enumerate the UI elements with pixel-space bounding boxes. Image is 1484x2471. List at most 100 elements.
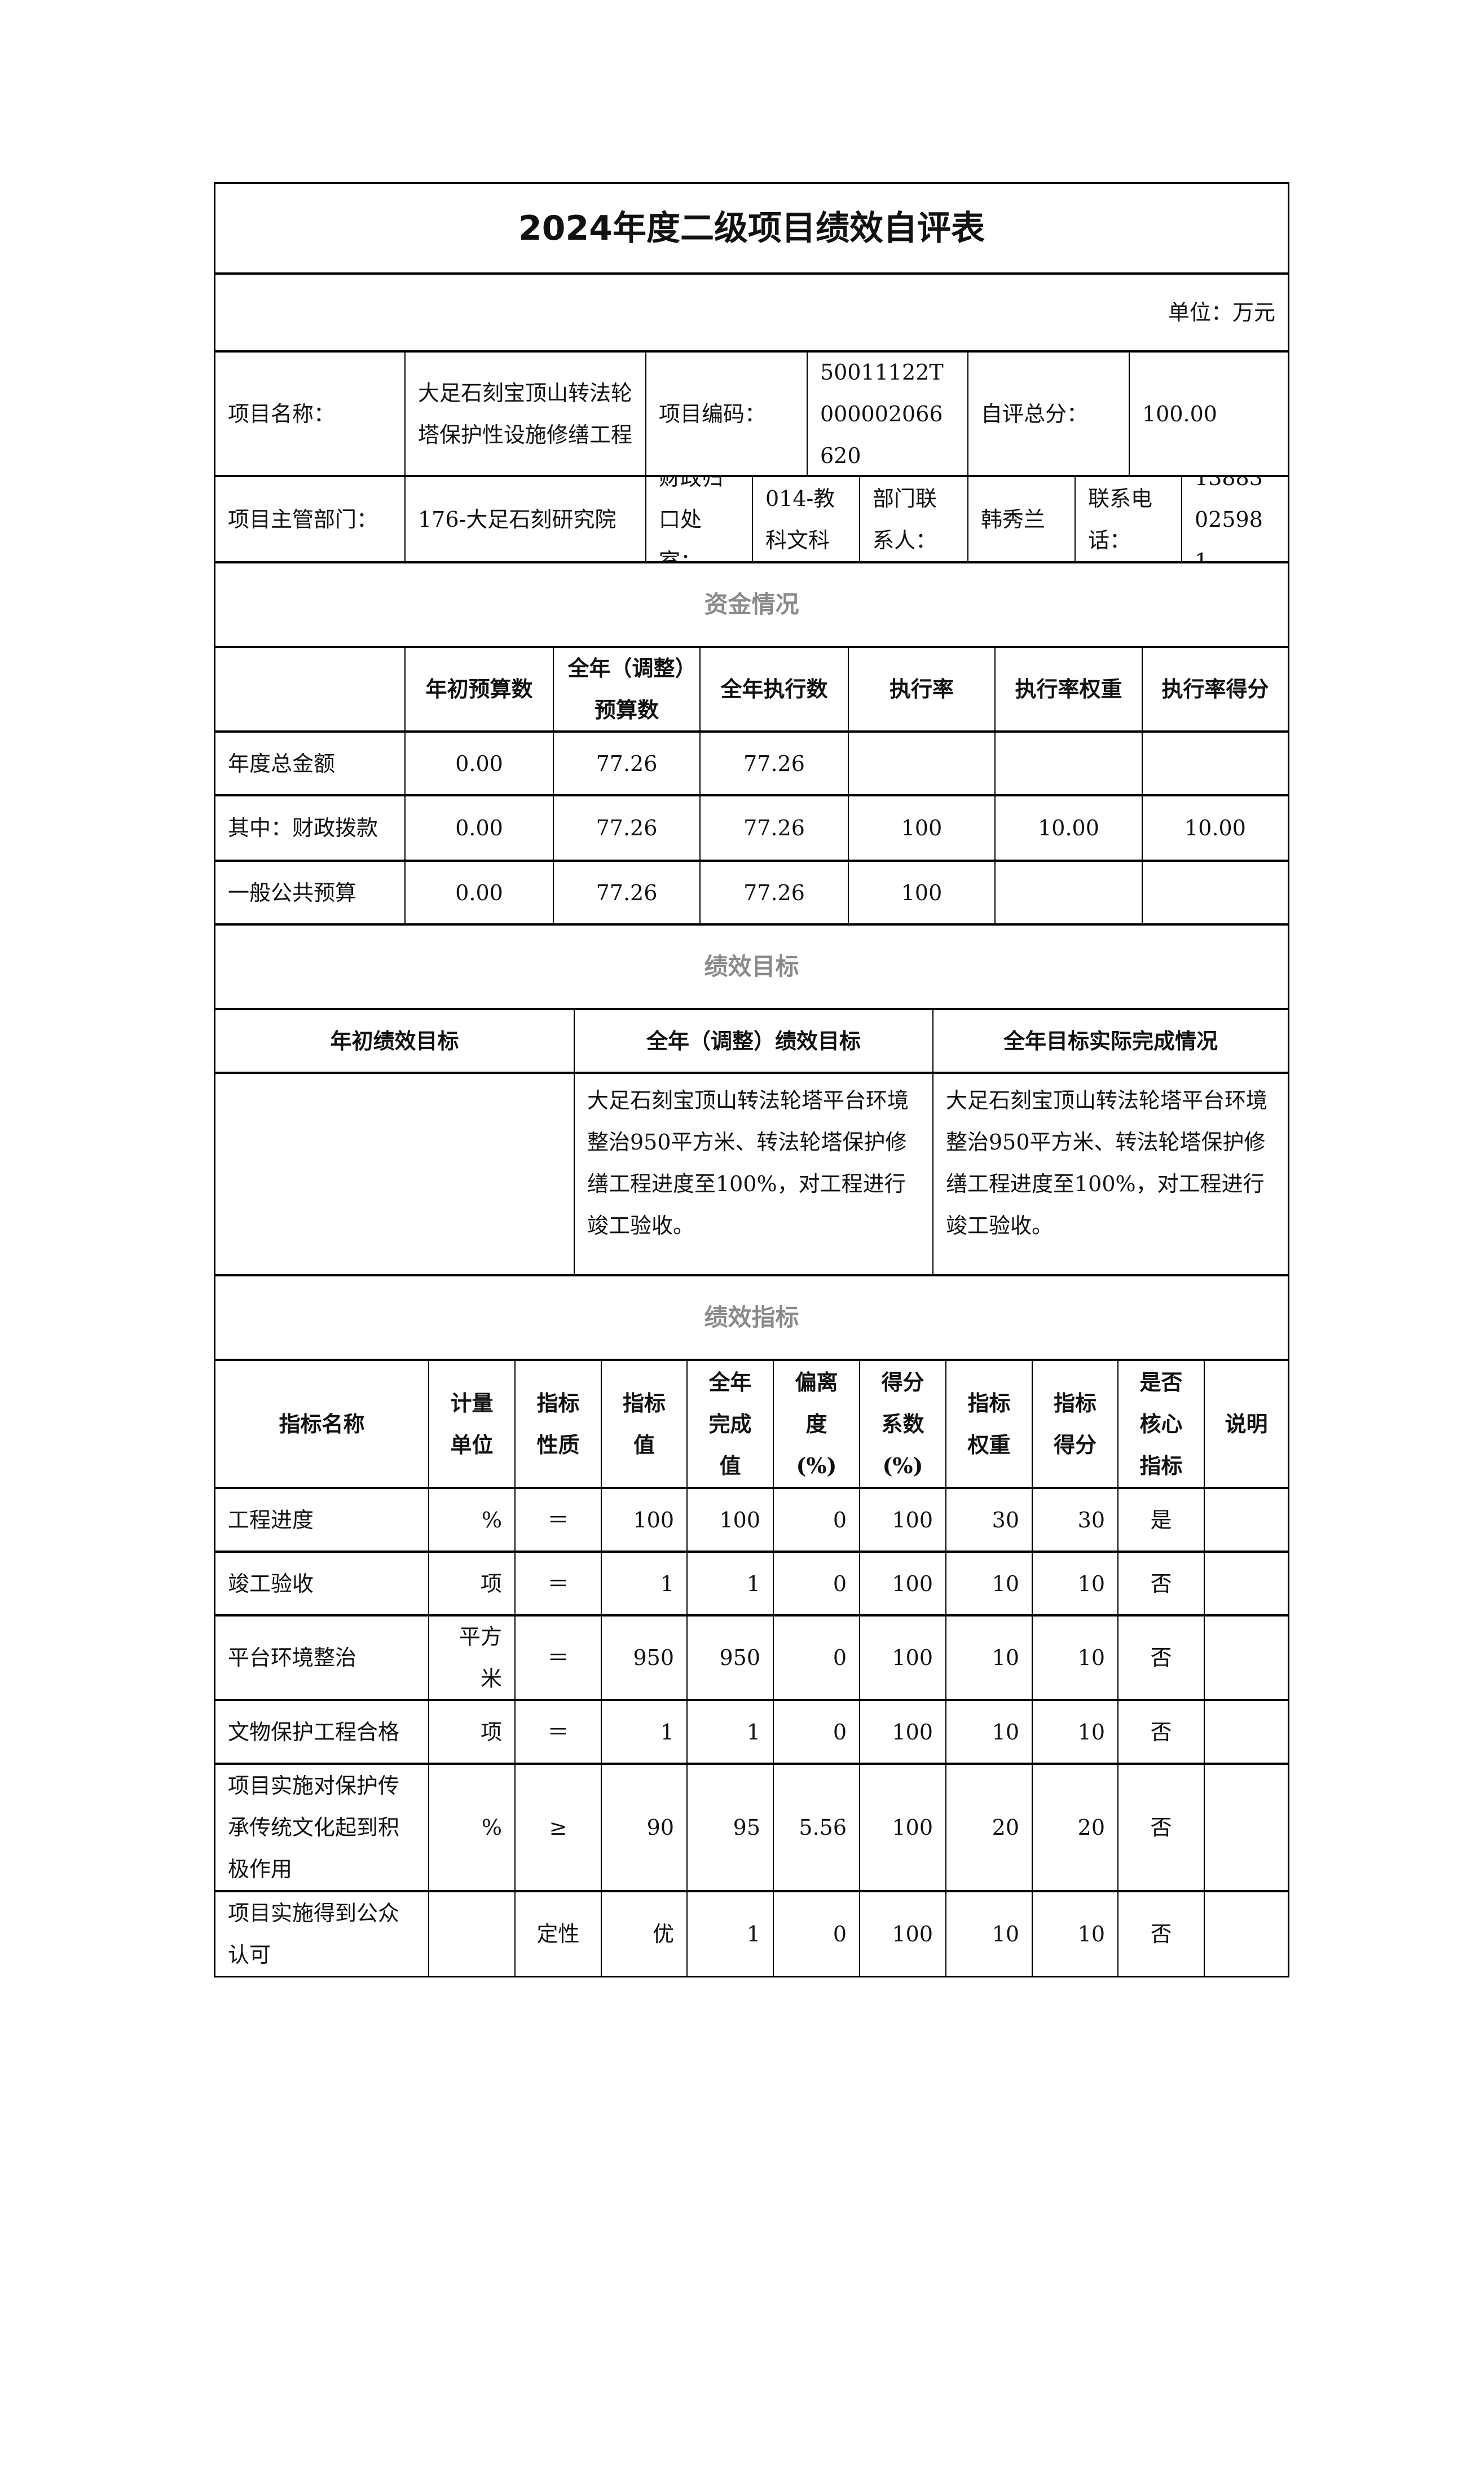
contact-person-text: 韩秀兰	[981, 506, 1046, 532]
funds-column-header: 全年执行数	[701, 648, 849, 730]
goals-section-title: 绩效目标	[215, 926, 1288, 1008]
indicator-cell: 100	[860, 1616, 946, 1699]
indicator-column-header-text: 是否核心指标	[1139, 1369, 1183, 1478]
score-label-text: 自评总分：	[981, 401, 1089, 426]
indicator-column-header-text: 指标名称	[279, 1411, 365, 1437]
funds-section-title-text: 资金情况	[704, 591, 799, 618]
funds-section-title: 资金情况	[215, 563, 1288, 646]
indicator-cell-text: 10	[992, 1645, 1019, 1670]
indicator-cell: 10	[1033, 1892, 1118, 1976]
indicator-cell-text: 1	[660, 1719, 674, 1745]
indicator-cell: %	[429, 1489, 516, 1551]
indicator-cell: 否	[1118, 1765, 1205, 1890]
indicator-column-header-text: 指标权重	[967, 1390, 1011, 1457]
indicator-cell-text: 100	[719, 1507, 760, 1532]
funds-cell	[996, 862, 1143, 923]
indicator-cell-text: %	[481, 1507, 502, 1532]
indicators-section-header: 绩效指标	[215, 1276, 1288, 1361]
indicator-cell	[1205, 1765, 1288, 1890]
indicator-cell: 10	[946, 1616, 1033, 1699]
indicator-column-header: 偏离度(%)	[774, 1361, 860, 1487]
goals-column-header-text: 全年（调整）绩效目标	[646, 1028, 861, 1054]
indicator-cell: 否	[1118, 1553, 1205, 1614]
indicator-cell-text: %	[481, 1815, 502, 1840]
indicator-cell-text: 1	[660, 1571, 674, 1596]
finance-label: 财政归口处室：	[646, 477, 753, 561]
indicator-cell: 100	[602, 1489, 688, 1551]
funds-column-header-text: 执行率权重	[1015, 676, 1122, 702]
indicator-cell: 1	[688, 1553, 774, 1614]
goals-section-header: 绩效目标	[215, 926, 1288, 1010]
phone-label: 联系电话：	[1076, 477, 1182, 561]
funds-cell-text: 0.00	[455, 751, 503, 776]
indicator-cell-text: 95	[733, 1815, 760, 1840]
indicator-cell-text: 100	[892, 1571, 933, 1596]
indicator-cell-text: ＝	[547, 1719, 569, 1745]
finance-office-text: 014-教科文科	[765, 486, 835, 553]
indicator-cell-text: 100	[892, 1507, 933, 1532]
indicator-column-header-text: 指标性质	[536, 1390, 580, 1457]
indicator-cell: 950	[602, 1616, 688, 1699]
indicator-column-header: 计量单位	[429, 1361, 516, 1487]
indicator-cell: 否	[1118, 1616, 1205, 1699]
indicator-cell: 定性	[516, 1892, 602, 1976]
indicator-column-header-text: 计量单位	[450, 1390, 494, 1457]
funds-column-header-text: 年初预算数	[425, 676, 533, 702]
funds-cell-text: 一般公共预算	[228, 880, 357, 905]
indicator-cell: 30	[946, 1489, 1033, 1551]
funds-cell-text: 其中：财政拨款	[228, 816, 378, 840]
phone-number-text: 13883025981	[1195, 477, 1263, 561]
finance-label-text: 财政归口处室：	[659, 477, 724, 561]
indicator-cell-text: 10	[1077, 1922, 1105, 1946]
funds-cell	[1143, 733, 1288, 794]
funds-cell: 10.00	[996, 796, 1143, 860]
indicator-cell: 0	[774, 1616, 860, 1699]
indicator-cell	[1205, 1616, 1288, 1699]
indicator-cell-text: 是	[1150, 1507, 1172, 1532]
indicator-cell: 竣工验收	[215, 1553, 429, 1614]
indicator-cell-text: 0	[833, 1571, 847, 1596]
indicator-cell-text: 工程进度	[228, 1507, 314, 1532]
contact-person: 韩秀兰	[968, 477, 1076, 561]
funds-cell: 0.00	[406, 733, 554, 794]
funds-cell: 年度总金额	[215, 733, 406, 794]
indicator-cell: 90	[602, 1765, 688, 1890]
funds-cell: 0.00	[406, 862, 554, 923]
indicator-cell: 100	[860, 1701, 946, 1763]
code-label: 项目编码：	[646, 353, 808, 475]
indicator-column-header-text: 指标值	[622, 1390, 666, 1457]
indicator-cell-text: 否	[1150, 1645, 1172, 1670]
indicator-cell: 是	[1118, 1489, 1205, 1551]
goals-column-header-text: 全年目标实际完成情况	[1003, 1028, 1218, 1054]
indicator-cell: 文物保护工程合格	[215, 1701, 429, 1763]
indicator-cell: 0	[774, 1553, 860, 1614]
funds-column-header: 执行率得分	[1143, 648, 1288, 730]
indicator-cell-text: ＝	[547, 1645, 569, 1670]
indicator-cell-text: 950	[719, 1645, 760, 1670]
indicator-row: 项目实施得到公众认可 定性优 1 0 100 10 10 否	[215, 1892, 1288, 1976]
indicator-cell: 10	[1033, 1701, 1118, 1763]
funds-cell-text: 年度总金额	[228, 751, 336, 776]
goal-text: 大足石刻宝顶山转法轮塔平台环境整治950平方米、转法轮塔保护修缮工程进度至100…	[933, 1074, 1288, 1274]
indicator-cell: 100	[860, 1553, 946, 1614]
indicator-cell-text: 定性	[536, 1922, 580, 1946]
indicator-cell-text: 竣工验收	[228, 1571, 314, 1596]
indicator-cell: 20	[1033, 1765, 1118, 1890]
indicator-cell-text: 否	[1150, 1719, 1172, 1745]
indicator-cell-text: 项	[480, 1719, 502, 1745]
goals-column-header: 全年目标实际完成情况	[933, 1010, 1288, 1072]
funds-cell-text: 77.26	[596, 816, 658, 840]
funds-column-header: 执行率	[849, 648, 996, 730]
indicator-cell-text: 20	[1077, 1815, 1105, 1840]
project-code-text: 50011122T000002066620	[820, 359, 944, 468]
page-title: 2024年度二级项目绩效自评表	[215, 184, 1288, 272]
unit-label: 单位：万元	[215, 275, 1288, 350]
indicator-cell: 100	[860, 1765, 946, 1890]
project-name-text: 大足石刻宝顶山转法轮塔保护性设施修缮工程	[418, 380, 633, 447]
indicator-cell: 10	[946, 1701, 1033, 1763]
funds-cell: 0.00	[406, 796, 554, 860]
funds-cell: 100	[849, 796, 996, 860]
indicator-cell-text: ≥	[549, 1815, 567, 1840]
funds-cell	[849, 733, 996, 794]
indicator-cell: 100	[860, 1489, 946, 1551]
